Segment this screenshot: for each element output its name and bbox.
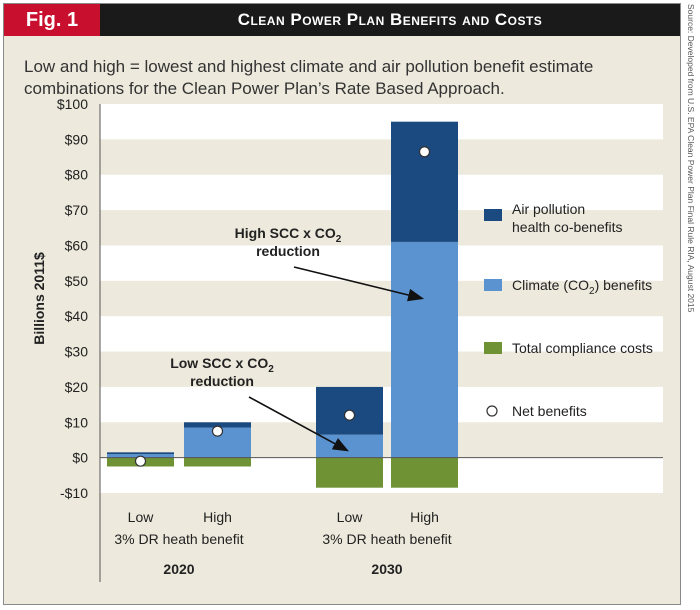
subtitle-line-1: Low and high = lowest and highest climat… — [24, 57, 594, 76]
legend-label-air-line2: health co-benefits — [512, 219, 623, 235]
y-tick-label: $30 — [65, 344, 89, 360]
figure-header: Fig. 1 Clean Power Plan Benefits and Cos… — [4, 4, 680, 36]
legend-swatch-climate — [484, 279, 502, 291]
annotation-label-line2: reduction — [190, 373, 254, 389]
annotation-arrow — [248, 396, 349, 452]
bar-compliance-costs — [184, 457, 251, 467]
x-category-label: High — [410, 509, 439, 525]
subtitle-line-2: combinations for the Clean Power Plan’s … — [24, 79, 505, 98]
net-benefit-marker — [134, 455, 147, 467]
figure-subtitle: Low and high = lowest and highest climat… — [24, 56, 624, 100]
grid-band — [100, 245, 663, 281]
source-note: Source: Developed from U.S. EPA Clean Po… — [684, 4, 698, 604]
x-category-label: Low — [128, 509, 155, 525]
x-group-caption: 3% DR heath benefit — [114, 531, 243, 547]
y-tick-label: $100 — [57, 96, 88, 112]
y-tick-label: $50 — [65, 273, 89, 289]
x-group-caption: 3% DR heath benefit — [322, 531, 451, 547]
figure-title: Clean Power Plan Benefits and Costs — [237, 10, 543, 29]
net-benefit-marker — [418, 146, 431, 158]
y-tick-label: $20 — [65, 379, 89, 395]
bar-air-pollution-benefits — [184, 422, 251, 428]
bar-air-pollution-benefits — [391, 121, 458, 242]
legend-label-climate: Climate (CO2) benefits — [512, 277, 652, 297]
legend-marker-net-benefits — [486, 405, 498, 417]
grid-band — [100, 174, 663, 211]
y-tick-label: -$10 — [60, 485, 88, 501]
annotation-arrow — [293, 266, 425, 302]
net-benefit-marker — [343, 409, 356, 421]
annotation-label-line2: reduction — [256, 243, 320, 259]
x-category-label: High — [203, 509, 232, 525]
x-category-label: Low — [337, 509, 364, 525]
legend-label-air: Air pollution — [512, 201, 585, 217]
bar-compliance-costs — [316, 457, 383, 488]
y-tick-label: $80 — [65, 167, 89, 183]
legend-swatch-costs — [484, 342, 502, 354]
annotation-label: High SCC x CO2 — [235, 225, 342, 245]
source-text: Source: Developed from U.S. EPA Clean Po… — [686, 4, 696, 313]
y-tick-label: $40 — [65, 308, 89, 324]
net-benefit-marker — [211, 425, 224, 437]
figure-number-badge: Fig. 1 — [4, 4, 100, 36]
x-group-year: 2030 — [371, 561, 402, 577]
annotation-label: Low SCC x CO2 — [170, 355, 274, 375]
y-tick-label: $60 — [65, 237, 89, 253]
grid-band — [100, 316, 663, 352]
legend-label-costs: Total compliance costs — [512, 340, 653, 356]
stacked-bar-chart: $100 $90 $80 $70 $60 $50 $40 $30 $20 $10 $0 -$10 Bil… — [31, 96, 663, 582]
bar-climate-benefits — [391, 241, 458, 458]
bar-air-pollution-benefits — [107, 452, 174, 455]
y-tick-label: $70 — [65, 202, 89, 218]
y-tick-label: $90 — [65, 131, 89, 147]
grid-band — [100, 104, 663, 140]
legend-label-net: Net benefits — [512, 403, 587, 419]
legend-swatch-air — [484, 209, 502, 221]
x-group-year: 2020 — [163, 561, 194, 577]
bar-compliance-costs — [391, 457, 458, 488]
y-tick-label: $10 — [65, 414, 89, 430]
y-tick-label: $0 — [72, 450, 88, 466]
figure-frame: Fig. 1 Clean Power Plan Benefits and Cos… — [3, 3, 681, 605]
y-axis-title: Billions 2011$ — [31, 252, 47, 345]
